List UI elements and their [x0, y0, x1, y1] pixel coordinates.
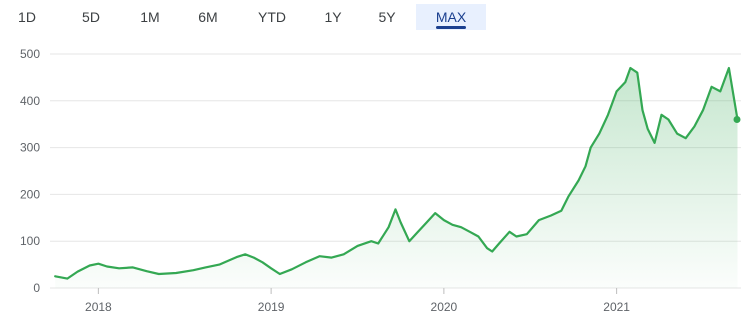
y-tick-label: 100 — [20, 234, 40, 248]
x-tick-label: 2018 — [85, 300, 112, 314]
range-selector: 1D 5D 1M 6M YTD 1Y 5Y MAX — [0, 0, 741, 34]
price-chart: 0 100 200 300 400 500 2018 2019 2020 2021 — [20, 47, 741, 314]
x-tick-label: 2019 — [258, 300, 285, 314]
x-axis: 2018 2019 2020 2021 — [85, 288, 630, 314]
range-tab-1y[interactable]: 1Y — [316, 4, 350, 30]
range-tab-label: 5D — [82, 9, 100, 25]
last-price-point — [733, 116, 741, 124]
range-tab-label: 1M — [140, 9, 160, 25]
range-tab-5d[interactable]: 5D — [74, 4, 108, 30]
range-tab-label: 6M — [198, 9, 218, 25]
y-tick-label: 400 — [20, 94, 40, 108]
price-series-line — [54, 66, 739, 280]
range-tab-label: 1Y — [324, 9, 342, 25]
range-tab-max[interactable]: MAX — [416, 4, 486, 30]
range-tab-1d[interactable]: 1D — [10, 4, 44, 30]
y-tick-label: 300 — [20, 141, 40, 155]
x-tick-label: 2020 — [431, 300, 458, 314]
range-tab-6m[interactable]: 6M — [190, 4, 226, 30]
active-tab-underline — [436, 26, 466, 29]
price-area-fill — [55, 68, 738, 288]
range-tab-label: 1D — [18, 9, 36, 25]
y-tick-label: 0 — [33, 281, 40, 295]
range-tab-5y[interactable]: 5Y — [370, 4, 404, 30]
y-tick-label: 500 — [20, 47, 40, 61]
range-tab-label: 5Y — [378, 9, 396, 25]
y-tick-label: 200 — [20, 187, 40, 201]
range-tab-label: YTD — [258, 9, 286, 25]
range-tab-ytd[interactable]: YTD — [250, 4, 294, 30]
x-tick-label: 2021 — [603, 300, 630, 314]
range-tab-label: MAX — [435, 9, 467, 25]
range-tab-1m[interactable]: 1M — [132, 4, 168, 30]
y-axis: 0 100 200 300 400 500 — [20, 47, 40, 295]
